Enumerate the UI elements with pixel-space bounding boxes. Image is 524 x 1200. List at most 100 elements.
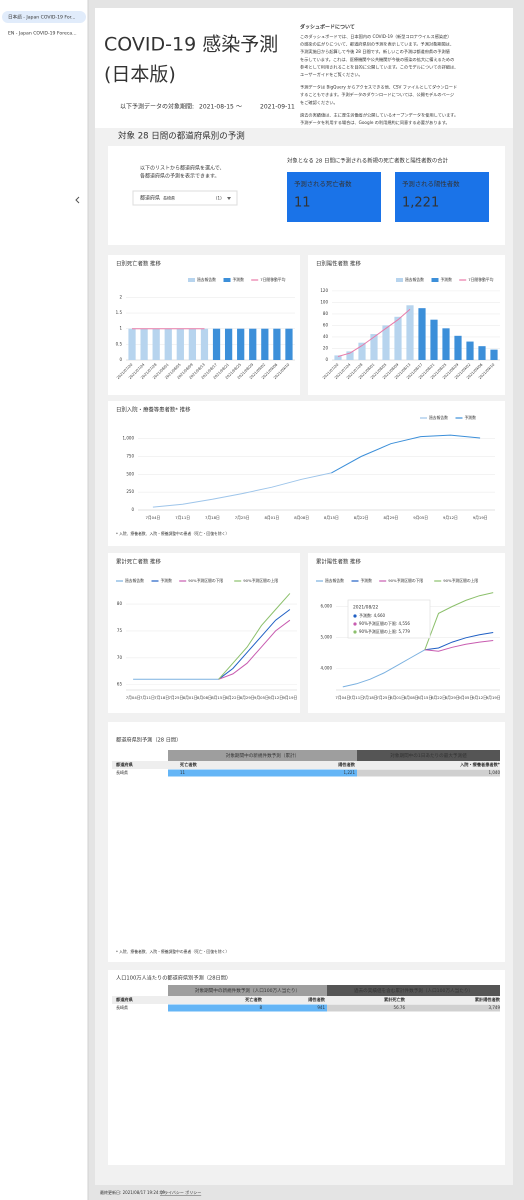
y-tick-label: 1.5 xyxy=(116,310,123,315)
table-group-label: 対象期間中の1日あたりの最大予測値 xyxy=(390,752,467,759)
table-column-header: 都道府県 xyxy=(115,996,134,1003)
tooltip-dot xyxy=(353,630,357,634)
x-tick-label: 7月25日 xyxy=(235,515,250,520)
legend-label: 過去報告数 xyxy=(429,415,448,420)
totals-heading: 対象となる 28 日間に予測される新規の死亡者数と陽性者数の合計 xyxy=(287,157,449,165)
legend-swatch xyxy=(223,278,231,282)
y-tick-label: 5,000 xyxy=(321,634,333,639)
about-text: の感染の広がりについて、都道府県別の予測を表示しています。予測対象期間は、 xyxy=(300,41,454,48)
legend-label: 7日間移動平均 xyxy=(260,277,285,282)
legend-label: 過去報告数 xyxy=(325,578,344,583)
bar xyxy=(188,328,197,360)
x-tick-label: 8月22日 xyxy=(354,515,369,520)
bar xyxy=(273,328,281,360)
table-header-row xyxy=(112,996,500,1004)
tab-highlight xyxy=(2,11,86,23)
footer-link[interactable]: プライバシー ポリシー xyxy=(160,1189,201,1195)
table-cell: 長崎県 xyxy=(116,769,128,775)
tooltip-dot xyxy=(353,614,357,618)
bar xyxy=(249,328,257,360)
x-tick-label: 9月12日 xyxy=(268,695,283,700)
line-series xyxy=(424,632,494,651)
y-tick-label: 250 xyxy=(126,489,134,494)
chart-title: 累計陽性者数 推移 xyxy=(316,558,361,566)
legend-label: 過去報告数 xyxy=(125,578,144,583)
period-separator: 〜 xyxy=(236,104,242,111)
header-area xyxy=(95,8,513,128)
about-text: 予測データを利用する場合は、Google の利用規約に同意する必要があります。 xyxy=(300,119,450,126)
x-tick-label: 8月15日 xyxy=(417,695,432,700)
table-column-header: 入院・療養者患者数* xyxy=(459,761,501,768)
dropdown-label[interactable]: 都道府県 xyxy=(140,195,160,202)
bar xyxy=(466,341,474,360)
bar xyxy=(418,308,426,360)
x-tick-label: 9月19日 xyxy=(473,515,488,520)
x-tick-label: 8月22日 xyxy=(225,695,240,700)
y-tick-label: 0 xyxy=(119,357,122,362)
line-series xyxy=(337,308,411,357)
x-tick-label: 7月25日 xyxy=(376,695,391,700)
x-tick-label: 7月11日 xyxy=(140,695,155,700)
legend-label: 過去報告数 xyxy=(197,277,216,282)
dropdown[interactable] xyxy=(132,190,238,206)
table-group-header xyxy=(168,985,327,996)
sidebar-tab[interactable]: EN - Japan COVID-19 Foreca... xyxy=(8,31,77,37)
tooltip-line: 90%予測区間の下限: 4,556 xyxy=(359,620,410,626)
line-series xyxy=(218,609,291,680)
legend-swatch xyxy=(188,278,195,282)
bar xyxy=(237,328,245,360)
y-tick-label: 60 xyxy=(323,322,329,327)
kpi-value: 1,221 xyxy=(402,196,439,211)
x-tick-label: 9月19日 xyxy=(282,695,297,700)
table-column-header: 都道府県 xyxy=(115,761,134,768)
bar xyxy=(370,334,378,360)
dropdown-arrow[interactable] xyxy=(227,197,231,200)
about-heading: ダッシュボードについて xyxy=(300,24,355,31)
kpi-label: 予測される死亡者数 xyxy=(294,179,352,188)
table-group-header xyxy=(168,750,357,761)
table-cell: 941 xyxy=(317,1005,325,1010)
about-text: このダッシュボードでは、日本国内の COVID-19（新型コロナウイルス感染症） xyxy=(300,33,451,40)
table-title: 人口100万人当たりの都道府県別予測（28日間） xyxy=(116,974,231,982)
x-tick-label: 9月05日 xyxy=(413,515,428,520)
collapse-icon[interactable] xyxy=(75,196,80,204)
legend-label: 90%予測区間の上限 xyxy=(243,578,278,583)
about-text: 予測データは BigQuery からアクセスできる他、CSV ファイルとしてダウ… xyxy=(300,84,457,91)
legend-label: 7日間移動平均 xyxy=(468,277,493,282)
y-tick-label: 70 xyxy=(117,655,123,660)
table-group-label: 対象期間中の新規件数予測（人口100万人当たり） xyxy=(195,987,300,994)
kpi-card xyxy=(287,172,381,222)
dropdown-count[interactable]: (1) xyxy=(216,196,222,201)
sidebar-tab[interactable]: 日本語 - Japan COVID-19 For... xyxy=(8,14,76,21)
y-tick-label: 20 xyxy=(323,345,329,350)
about-text: ユーザーガイドをご覧ください。 xyxy=(300,71,363,78)
x-tick-label: 8月15日 xyxy=(211,695,226,700)
bar xyxy=(382,325,390,360)
y-tick-label: 2 xyxy=(119,294,122,299)
x-tick-label: 7月18日 xyxy=(205,515,220,520)
legend-label: 90%予測区間の下限 xyxy=(388,578,423,583)
table-cell: 11 xyxy=(180,770,186,775)
tooltip-line: 予測数: 4,660 xyxy=(359,612,386,618)
table-group-header xyxy=(357,750,500,761)
y-tick-label: 80 xyxy=(117,601,123,606)
x-tick-label: 7月04日 xyxy=(126,695,141,700)
y-tick-label: 750 xyxy=(126,454,134,459)
x-tick-label: 7月25日 xyxy=(168,695,183,700)
legend-label: 予測数 xyxy=(233,277,245,282)
legend-label: 予測数 xyxy=(161,578,173,583)
table-group-label: 過去の実績値を含む累計件数予測（人口100万人当たり） xyxy=(354,987,473,994)
legend-swatch xyxy=(396,278,403,282)
legend-label: 過去報告数 xyxy=(405,277,424,282)
dropdown-value[interactable]: 長崎県 xyxy=(163,195,175,201)
line-series xyxy=(424,592,494,650)
table-column-header: 累計死亡数 xyxy=(384,996,406,1003)
table-column-header: 陽性者数 xyxy=(308,996,326,1003)
bar xyxy=(490,349,498,360)
table-cell-bar xyxy=(168,769,357,777)
title: (日本版) xyxy=(104,64,176,86)
period-start: 2021-08-15 xyxy=(199,104,234,111)
bar xyxy=(334,355,342,360)
x-tick-label: 7月04日 xyxy=(145,515,160,520)
